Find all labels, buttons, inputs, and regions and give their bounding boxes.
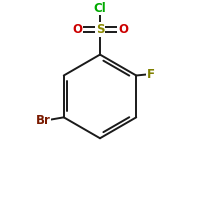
Text: Cl: Cl: [94, 2, 106, 15]
Text: Br: Br: [35, 114, 50, 127]
Text: F: F: [147, 68, 155, 81]
Text: S: S: [96, 23, 104, 36]
Text: O: O: [118, 23, 128, 36]
Text: O: O: [72, 23, 82, 36]
